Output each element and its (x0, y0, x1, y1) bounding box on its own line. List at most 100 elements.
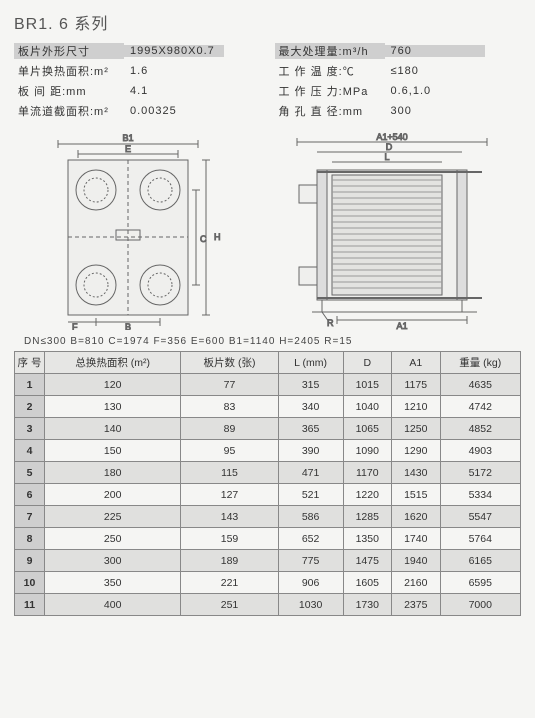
table-cell: 1175 (392, 374, 441, 396)
spec-row: 单流道截面积:m²0.00325 (14, 102, 261, 120)
dim-b: B (125, 322, 131, 330)
spec-value: 0.00325 (124, 105, 224, 117)
table-header: D (343, 352, 392, 374)
spec-row: 单片换热面积:m²1.6 (14, 62, 261, 80)
dim-c: C (200, 234, 207, 244)
table-cell: 1430 (392, 462, 441, 484)
table-cell: 2375 (392, 594, 441, 616)
spec-area: 板片外形尺寸1995X980X0.7单片换热面积:m²1.6板 间 距:mm4.… (14, 42, 521, 122)
table-cell: 130 (45, 396, 181, 418)
spec-row: 角 孔 直 径:mm300 (275, 102, 522, 120)
dim-f: F (72, 322, 78, 330)
table-row: 114002511030173023757000 (15, 594, 521, 616)
table-header: 重量 (kg) (440, 352, 520, 374)
spec-value: 760 (385, 45, 485, 57)
table-cell: 350 (45, 572, 181, 594)
dim-d: D (386, 142, 393, 152)
spec-label: 角 孔 直 径:mm (275, 103, 385, 119)
spec-value: 4.1 (124, 85, 224, 97)
spec-label: 板片外形尺寸 (14, 43, 124, 59)
table-cell: 521 (278, 484, 343, 506)
table-cell: 340 (278, 396, 343, 418)
spec-value: 1.6 (124, 65, 224, 77)
table-cell: 127 (181, 484, 278, 506)
table-cell: 5334 (440, 484, 520, 506)
table-cell: 1065 (343, 418, 392, 440)
spec-col-right: 最大处理量:m³/h760工 作 温 度:℃≤180工 作 压 力:MPa0.6… (275, 42, 522, 122)
table-header: 序 号 (15, 352, 45, 374)
table-header: A1 (392, 352, 441, 374)
table-cell: 150 (45, 440, 181, 462)
row-seq: 11 (15, 594, 45, 616)
row-seq: 10 (15, 572, 45, 594)
table-row: 213083340104012104742 (15, 396, 521, 418)
table-cell: 1090 (343, 440, 392, 462)
table-cell: 115 (181, 462, 278, 484)
table-cell: 652 (278, 528, 343, 550)
table-cell: 5764 (440, 528, 520, 550)
table-cell: 775 (278, 550, 343, 572)
diagram-front: B1 E H (28, 130, 228, 330)
row-seq: 9 (15, 550, 45, 572)
table-cell: 1940 (392, 550, 441, 572)
spec-label: 工 作 温 度:℃ (275, 63, 385, 79)
table-row: 314089365106512504852 (15, 418, 521, 440)
table-cell: 7000 (440, 594, 520, 616)
table-cell: 4903 (440, 440, 520, 462)
row-seq: 2 (15, 396, 45, 418)
table-cell: 906 (278, 572, 343, 594)
dim-a1plus: A1+540 (376, 132, 407, 142)
table-cell: 1515 (392, 484, 441, 506)
dim-a1: A1 (396, 321, 407, 330)
table-cell: 365 (278, 418, 343, 440)
table-cell: 4852 (440, 418, 520, 440)
dim-l: L (384, 152, 389, 162)
diagram-side: A1+540 D L (277, 130, 507, 330)
page-title: BR1. 6 系列 (14, 10, 521, 34)
row-seq: 7 (15, 506, 45, 528)
table-cell: 251 (181, 594, 278, 616)
table-cell: 1250 (392, 418, 441, 440)
table-cell: 180 (45, 462, 181, 484)
table-header: 板片数 (张) (181, 352, 278, 374)
table-cell: 1170 (343, 462, 392, 484)
table-row: 10350221906160521606595 (15, 572, 521, 594)
row-seq: 5 (15, 462, 45, 484)
table-cell: 400 (45, 594, 181, 616)
table-cell: 89 (181, 418, 278, 440)
table-header: L (mm) (278, 352, 343, 374)
spec-label: 单片换热面积:m² (14, 63, 124, 79)
table-cell: 189 (181, 550, 278, 572)
table-cell: 390 (278, 440, 343, 462)
row-seq: 6 (15, 484, 45, 506)
dim-b1: B1 (123, 133, 134, 143)
table-cell: 300 (45, 550, 181, 572)
table-cell: 4635 (440, 374, 520, 396)
row-seq: 4 (15, 440, 45, 462)
table-cell: 120 (45, 374, 181, 396)
diagram-row: B1 E H (14, 130, 521, 330)
row-seq: 8 (15, 528, 45, 550)
spec-label: 工 作 压 力:MPa (275, 83, 385, 99)
table-cell: 95 (181, 440, 278, 462)
table-cell: 2160 (392, 572, 441, 594)
spec-value: 300 (385, 105, 485, 117)
table-cell: 1350 (343, 528, 392, 550)
table-cell: 1740 (392, 528, 441, 550)
table-cell: 315 (278, 374, 343, 396)
table-cell: 1210 (392, 396, 441, 418)
spec-row: 板片外形尺寸1995X980X0.7 (14, 42, 261, 60)
table-cell: 83 (181, 396, 278, 418)
table-cell: 1285 (343, 506, 392, 528)
table-cell: 225 (45, 506, 181, 528)
table-cell: 1730 (343, 594, 392, 616)
row-seq: 3 (15, 418, 45, 440)
table-cell: 1620 (392, 506, 441, 528)
table-row: 6200127521122015155334 (15, 484, 521, 506)
spec-row: 工 作 压 力:MPa0.6,1.0 (275, 82, 522, 100)
table-cell: 159 (181, 528, 278, 550)
spec-col-left: 板片外形尺寸1995X980X0.7单片换热面积:m²1.6板 间 距:mm4.… (14, 42, 261, 122)
table-cell: 1040 (343, 396, 392, 418)
table-cell: 221 (181, 572, 278, 594)
spec-value: 1995X980X0.7 (124, 45, 224, 57)
